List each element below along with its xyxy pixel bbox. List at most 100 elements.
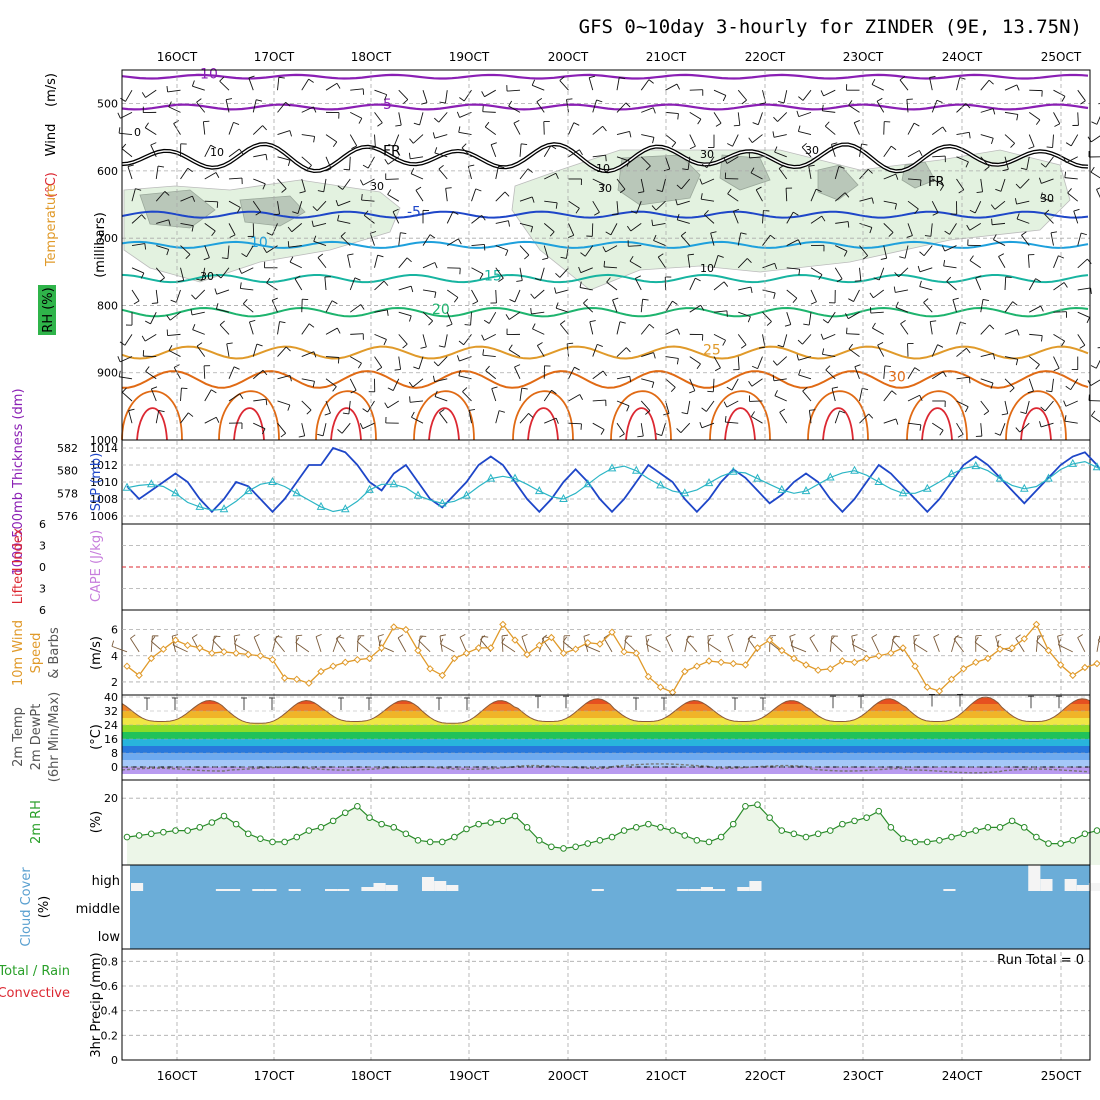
thickness-marker	[1019, 483, 1029, 492]
wind-speed-marker	[996, 645, 1004, 653]
isotherm-label: -10	[195, 67, 218, 83]
wind-barb	[350, 111, 363, 119]
wind-barb	[1053, 89, 1066, 97]
wind-barb-flag	[394, 369, 401, 371]
wind-barb	[325, 134, 338, 143]
wind-barb	[680, 235, 691, 246]
wind-barb	[325, 356, 339, 358]
surface-wind-barb-flag	[191, 634, 198, 639]
wind-barb-flag	[748, 380, 753, 387]
wind-speed-marker	[875, 652, 883, 660]
wind-barb	[616, 201, 619, 215]
wind-barb-flag	[150, 142, 157, 146]
wind-barb-flag	[219, 320, 225, 326]
wind-barb-flag	[1090, 365, 1097, 369]
wind-barb-flag	[317, 190, 324, 193]
wind-barb-flag	[740, 344, 747, 349]
wind-barb	[677, 219, 690, 224]
wind-barb-flag	[340, 231, 346, 237]
wind-barb-flag	[560, 320, 566, 325]
surface-wind-barb-flag	[233, 638, 238, 645]
wind-barb	[762, 334, 766, 348]
wind-barb-flag	[1073, 208, 1080, 212]
wind-barb	[301, 400, 312, 411]
wind-barb	[870, 311, 884, 314]
wind-barb	[907, 150, 920, 158]
wind-barb-flag	[982, 298, 989, 302]
y-tick-label: 0.4	[101, 1005, 119, 1018]
wind-barb	[131, 267, 145, 274]
surface-wind-barb-flag	[995, 633, 1002, 637]
wind-barb	[738, 286, 752, 291]
wind-barb	[616, 156, 630, 162]
surface-wind-barb	[130, 638, 140, 653]
wind-barb	[228, 200, 241, 208]
wind-speed-line	[126, 623, 1100, 694]
wind-barb	[689, 278, 696, 291]
wind-barb-flag	[803, 323, 810, 326]
wind-barb	[689, 378, 696, 391]
isotherm-40-loop	[724, 407, 756, 441]
wind-barb-flag	[357, 362, 362, 369]
wind-barb	[883, 418, 897, 424]
isotherm-35-loop	[218, 390, 280, 441]
wind-barb-flag	[332, 141, 338, 147]
surface-wind-barb	[111, 645, 128, 653]
isotherm-40-loop	[330, 407, 362, 441]
wind-barb-flag	[537, 342, 543, 346]
wind-barb	[946, 281, 957, 291]
isotherm-label: 20	[432, 302, 450, 318]
wind-barb	[900, 323, 909, 335]
cloud-bar	[591, 889, 604, 891]
rh-marker	[535, 837, 543, 844]
wind-barb-flag	[384, 158, 389, 165]
wind-barb	[1077, 334, 1086, 346]
wind-barb	[241, 267, 254, 274]
temperature-bands	[122, 697, 1090, 774]
wind-barb	[802, 390, 812, 402]
thickness-marker	[995, 473, 1005, 482]
wind-barb	[956, 77, 961, 91]
wind-barb	[459, 111, 472, 118]
wind-barb	[929, 321, 933, 335]
wind-barb	[628, 245, 642, 247]
thickness-marker	[534, 486, 544, 495]
wind-barb-flag	[527, 168, 533, 173]
wind-barb	[156, 245, 169, 250]
wind-barb-flag	[891, 390, 897, 395]
thickness-marker	[437, 498, 447, 507]
surface-wind-barb-flag	[501, 637, 506, 644]
rh-marker	[632, 824, 640, 831]
wind-barb	[629, 260, 642, 269]
wind-barb-flag	[144, 243, 147, 250]
wind-barb-flag	[642, 298, 649, 301]
wind-barb-flag	[895, 301, 899, 308]
wind-barb-flag	[602, 246, 607, 253]
wind-barb-flag	[727, 143, 733, 147]
freezing-level-line	[121, 143, 1089, 173]
isotherm-35-loop	[610, 390, 672, 441]
wind-barb	[220, 267, 230, 279]
slp-tick-label: 1010	[90, 476, 118, 489]
wind-barb-flag	[325, 168, 332, 172]
wind-barb-flag	[481, 91, 485, 97]
wind-barb	[834, 192, 846, 202]
thickness-marker	[777, 484, 787, 493]
lifted-index-tick-label: 0	[39, 561, 46, 574]
wind-barb-flag	[203, 257, 210, 261]
surface-wind-barb	[315, 636, 322, 652]
wind-barb-flag	[166, 85, 169, 93]
wind-barb-flag	[869, 292, 874, 299]
wind-barb	[471, 215, 483, 224]
wind-barb-flag	[468, 164, 475, 167]
rh-marker	[232, 820, 240, 828]
wind-barb	[374, 112, 383, 124]
surface-wind-barb-flag	[707, 634, 714, 637]
wind-barb	[943, 265, 957, 269]
wind-barb-flag	[532, 323, 536, 330]
wind-barb	[349, 277, 356, 291]
rh-marker	[960, 830, 967, 838]
surface-wind-barb-flag	[234, 634, 241, 637]
rh-marker	[572, 843, 579, 851]
